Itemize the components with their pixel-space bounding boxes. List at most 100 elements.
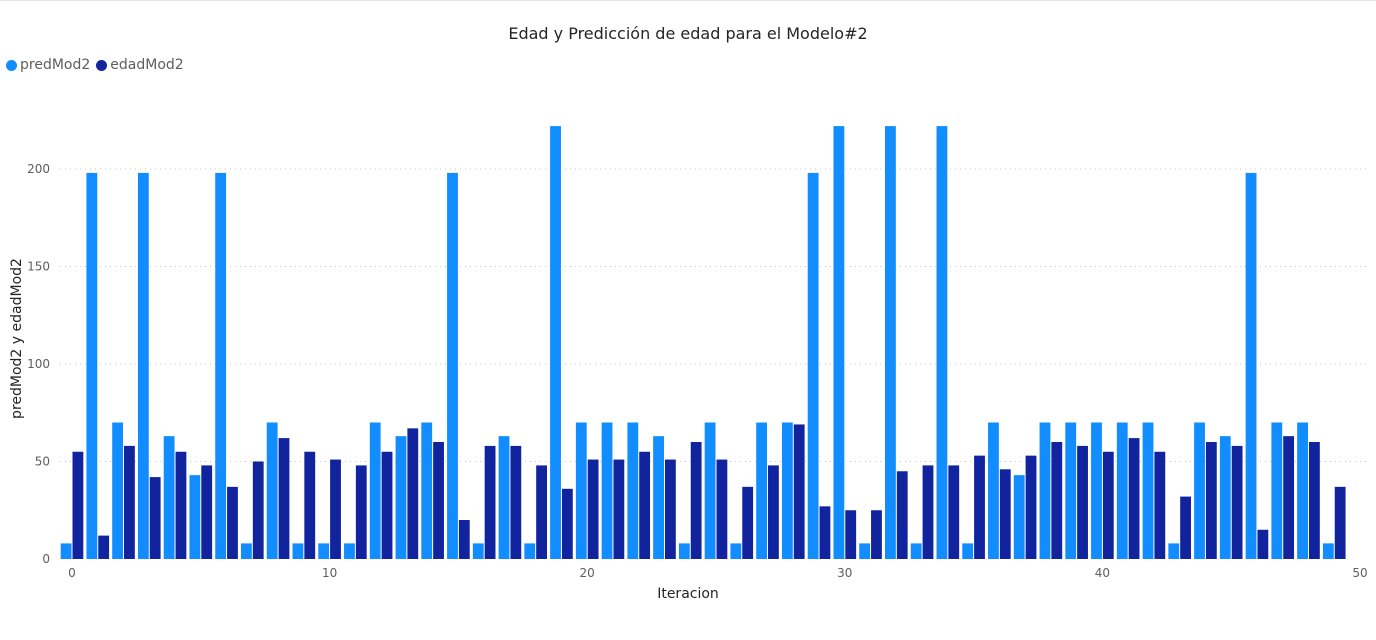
bar-edadMod2-9[interactable]: [304, 451, 316, 559]
bar-edadMod2-13[interactable]: [407, 428, 419, 559]
bar-edadMod2-48[interactable]: [1308, 442, 1320, 559]
bar-predMod2-8[interactable]: [266, 422, 278, 560]
bar-edadMod2-6[interactable]: [227, 486, 238, 559]
bar-predMod2-21[interactable]: [601, 422, 613, 560]
bar-edadMod2-21[interactable]: [613, 459, 625, 559]
bar-edadMod2-14[interactable]: [433, 442, 444, 559]
bar-edadMod2-43[interactable]: [1180, 496, 1191, 559]
bar-predMod2-19[interactable]: [550, 126, 561, 559]
bar-edadMod2-34[interactable]: [948, 465, 960, 559]
bar-edadMod2-44[interactable]: [1205, 442, 1217, 559]
bar-predMod2-7[interactable]: [241, 543, 252, 559]
bar-edadMod2-42[interactable]: [1154, 451, 1166, 559]
bar-edadMod2-30[interactable]: [845, 510, 857, 559]
bar-predMod2-42[interactable]: [1142, 422, 1154, 560]
bar-edadMod2-37[interactable]: [1025, 455, 1037, 559]
bar-predMod2-48[interactable]: [1297, 422, 1308, 560]
bar-predMod2-23[interactable]: [653, 436, 664, 559]
bar-edadMod2-28[interactable]: [793, 424, 805, 559]
bar-edadMod2-39[interactable]: [1077, 445, 1088, 559]
bar-edadMod2-18[interactable]: [536, 465, 547, 559]
bar-predMod2-14[interactable]: [421, 422, 433, 560]
bar-edadMod2-40[interactable]: [1102, 451, 1114, 559]
bar-edadMod2-5[interactable]: [201, 465, 213, 559]
bar-predMod2-24[interactable]: [678, 543, 690, 559]
bar-predMod2-18[interactable]: [524, 543, 536, 559]
bar-predMod2-31[interactable]: [859, 543, 871, 559]
bar-edadMod2-24[interactable]: [690, 442, 702, 559]
bar-predMod2-33[interactable]: [910, 543, 922, 559]
bar-predMod2-5[interactable]: [189, 475, 201, 559]
bar-edadMod2-26[interactable]: [742, 486, 754, 559]
bar-predMod2-15[interactable]: [447, 172, 458, 559]
bar-predMod2-6[interactable]: [215, 172, 227, 559]
bar-predMod2-26[interactable]: [730, 543, 742, 559]
bar-predMod2-11[interactable]: [344, 543, 355, 559]
bar-predMod2-9[interactable]: [292, 543, 304, 559]
bar-predMod2-35[interactable]: [962, 543, 974, 559]
bar-predMod2-40[interactable]: [1091, 422, 1102, 560]
bar-predMod2-1[interactable]: [86, 172, 98, 559]
bar-predMod2-46[interactable]: [1245, 172, 1257, 559]
bar-predMod2-45[interactable]: [1219, 436, 1231, 559]
bar-edadMod2-10[interactable]: [330, 459, 341, 559]
bar-predMod2-29[interactable]: [807, 172, 819, 559]
bar-predMod2-41[interactable]: [1116, 422, 1128, 560]
bar-predMod2-10[interactable]: [318, 543, 330, 559]
bar-edadMod2-7[interactable]: [252, 461, 264, 560]
bar-edadMod2-19[interactable]: [561, 488, 573, 559]
bar-predMod2-3[interactable]: [137, 172, 149, 559]
bar-predMod2-36[interactable]: [988, 422, 999, 560]
bar-edadMod2-27[interactable]: [768, 465, 779, 559]
bar-edadMod2-45[interactable]: [1231, 445, 1243, 559]
bar-edadMod2-46[interactable]: [1257, 529, 1269, 559]
bar-predMod2-39[interactable]: [1065, 422, 1077, 560]
bar-predMod2-13[interactable]: [395, 436, 407, 559]
bar-predMod2-17[interactable]: [498, 436, 510, 559]
bar-edadMod2-3[interactable]: [149, 477, 161, 559]
bar-predMod2-20[interactable]: [575, 422, 587, 560]
bar-edadMod2-33[interactable]: [922, 465, 934, 559]
bar-edadMod2-25[interactable]: [716, 459, 728, 559]
bar-edadMod2-36[interactable]: [999, 469, 1011, 559]
bar-edadMod2-12[interactable]: [381, 451, 393, 559]
bar-edadMod2-49[interactable]: [1334, 486, 1346, 559]
bar-edadMod2-4[interactable]: [175, 451, 187, 559]
bar-edadMod2-0[interactable]: [72, 451, 84, 559]
legend-item-edadMod2[interactable]: edadMod2: [96, 57, 184, 73]
bar-edadMod2-41[interactable]: [1128, 438, 1140, 559]
bar-edadMod2-29[interactable]: [819, 506, 831, 559]
bar-predMod2-4[interactable]: [163, 436, 175, 559]
bar-edadMod2-38[interactable]: [1051, 442, 1063, 559]
legend-item-predMod2[interactable]: predMod2: [6, 57, 90, 73]
bar-predMod2-12[interactable]: [369, 422, 381, 560]
bar-predMod2-47[interactable]: [1271, 422, 1283, 560]
bar-predMod2-38[interactable]: [1039, 422, 1051, 560]
bar-predMod2-34[interactable]: [936, 126, 948, 559]
bar-predMod2-2[interactable]: [112, 422, 124, 560]
bar-edadMod2-22[interactable]: [639, 451, 651, 559]
bar-edadMod2-17[interactable]: [510, 445, 522, 559]
bar-predMod2-32[interactable]: [885, 126, 896, 559]
bar-predMod2-22[interactable]: [627, 422, 639, 560]
bar-edadMod2-31[interactable]: [871, 510, 882, 559]
bar-predMod2-43[interactable]: [1168, 543, 1180, 559]
bar-edadMod2-15[interactable]: [458, 520, 470, 559]
bar-predMod2-16[interactable]: [472, 543, 484, 559]
bar-edadMod2-23[interactable]: [664, 459, 676, 559]
bar-edadMod2-32[interactable]: [896, 471, 908, 559]
bar-predMod2-0[interactable]: [60, 543, 72, 559]
bar-predMod2-49[interactable]: [1322, 543, 1334, 559]
bar-predMod2-27[interactable]: [756, 422, 768, 560]
bar-edadMod2-47[interactable]: [1283, 436, 1295, 559]
bar-predMod2-25[interactable]: [704, 422, 716, 560]
bar-edadMod2-11[interactable]: [355, 465, 367, 559]
bar-edadMod2-16[interactable]: [484, 445, 496, 559]
bar-edadMod2-35[interactable]: [974, 455, 985, 559]
bar-edadMod2-8[interactable]: [278, 438, 290, 559]
bar-predMod2-28[interactable]: [781, 422, 793, 560]
bar-edadMod2-20[interactable]: [587, 459, 599, 559]
bar-edadMod2-2[interactable]: [124, 445, 135, 559]
bar-predMod2-44[interactable]: [1194, 422, 1205, 560]
bar-predMod2-30[interactable]: [833, 126, 845, 559]
